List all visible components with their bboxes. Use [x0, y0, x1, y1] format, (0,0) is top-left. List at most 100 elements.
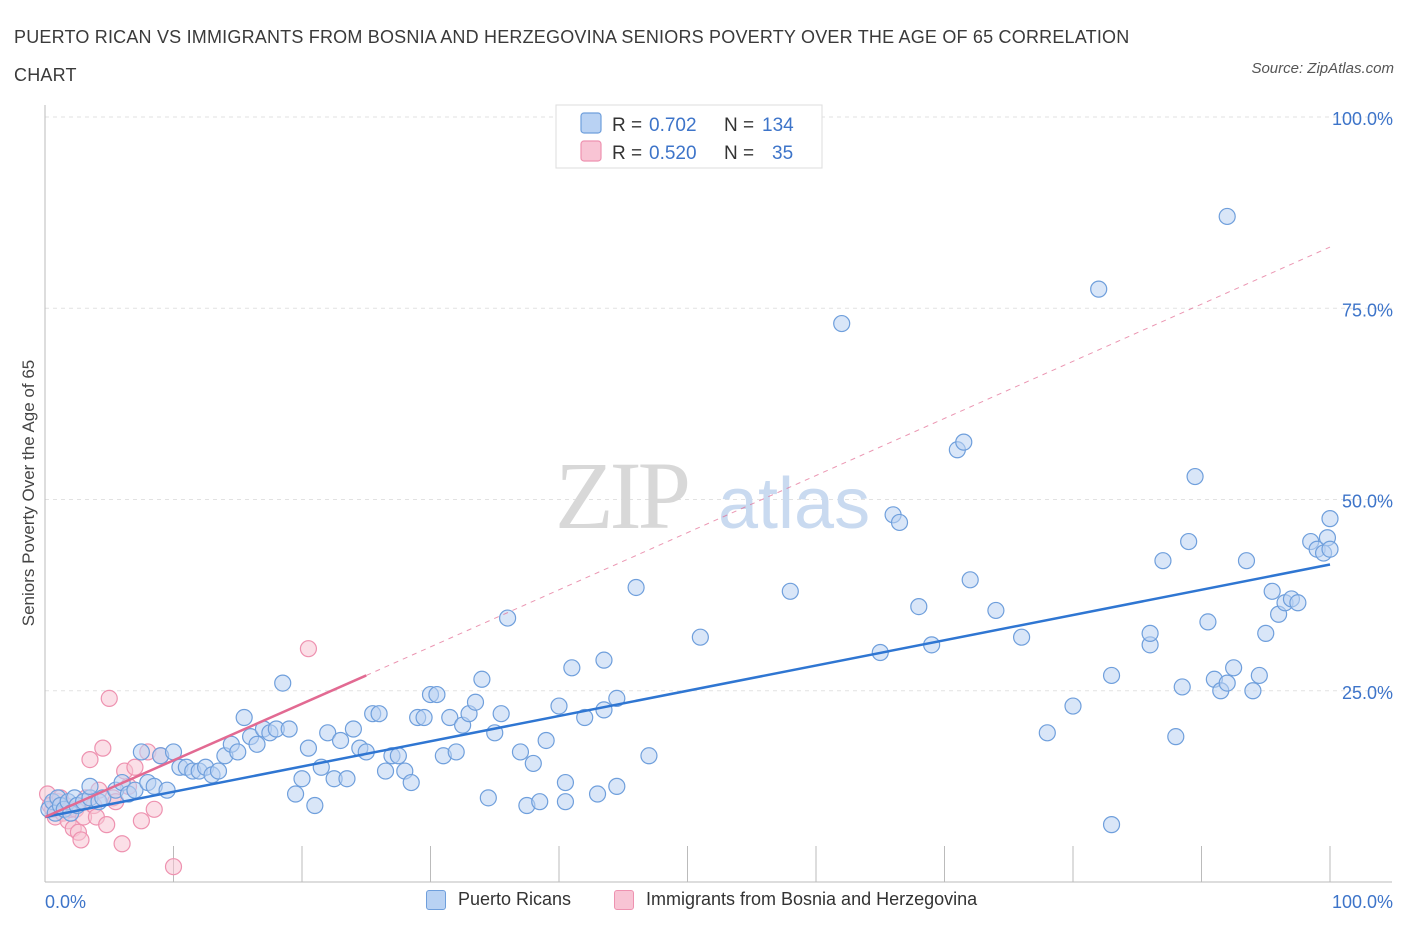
data-point-puerto-rican [556, 793, 575, 811]
data-point-puerto-rican [1321, 510, 1339, 528]
data-point-bosnia [299, 640, 318, 658]
data-point-bosnia [132, 812, 150, 830]
legend-item-bosnia: Immigrants from Bosnia and Herzegovina [614, 889, 977, 910]
data-point-puerto-rican [1012, 628, 1031, 646]
data-point-puerto-rican [280, 720, 298, 738]
data-point-puerto-rican [588, 785, 607, 803]
data-point-puerto-rican [299, 739, 318, 757]
data-point-puerto-rican [293, 770, 311, 788]
data-point-puerto-rican [389, 747, 407, 765]
data-point-puerto-rican [1244, 682, 1262, 700]
chart-source: Source: ZipAtlas.com [1251, 60, 1394, 77]
data-point-puerto-rican [229, 743, 247, 761]
chart-title: PUERTO RICAN VS IMMIGRANTS FROM BOSNIA A… [14, 27, 1130, 85]
data-point-puerto-rican [781, 582, 799, 600]
legend-swatch-bosnia [614, 889, 634, 910]
data-point-bosnia [145, 800, 163, 818]
data-point-puerto-rican [961, 571, 979, 589]
data-point-puerto-rican [235, 708, 253, 727]
data-point-puerto-rican [595, 651, 613, 669]
data-point-puerto-rican [344, 720, 362, 738]
trend-lines [44, 246, 1331, 819]
legend-label-puerto-ricans: Puerto Ricans [458, 889, 572, 909]
y-axis-label: Seniors Poverty Over the Age of 65 [19, 360, 38, 626]
data-point-puerto-rican [376, 762, 395, 780]
data-point-puerto-rican [466, 693, 485, 711]
data-point-puerto-rican [1218, 674, 1236, 692]
data-point-bosnia [113, 835, 131, 853]
data-point-puerto-rican [563, 659, 581, 677]
data-point-puerto-rican [556, 773, 575, 792]
axes [44, 105, 1392, 883]
data-point-puerto-rican [1038, 724, 1056, 742]
data-point-puerto-rican [1257, 624, 1275, 642]
data-point-puerto-rican [1263, 582, 1281, 600]
trend-line-puerto-ricans [44, 563, 1331, 819]
watermark-atlas: atlas [718, 464, 870, 544]
data-point-puerto-rican [81, 777, 99, 795]
data-point-puerto-rican [479, 789, 497, 807]
data-point-puerto-rican [511, 743, 530, 761]
legend-item-puerto-ricans: Puerto Ricans [426, 889, 571, 910]
legend-label-bosnia: Immigrants from Bosnia and Herzegovina [646, 889, 978, 909]
watermark: ZIP atlas [555, 442, 870, 549]
data-point-puerto-rican [595, 701, 613, 719]
data-point-puerto-rican [402, 773, 420, 792]
data-point-puerto-rican [955, 433, 973, 451]
data-point-puerto-rican [274, 674, 292, 692]
data-point-puerto-rican [492, 705, 510, 723]
gridlines [45, 116, 1392, 692]
data-point-puerto-rican [531, 793, 549, 811]
data-point-puerto-rican [1102, 816, 1121, 834]
y-tick-label-50: 50.0% [1342, 492, 1393, 512]
legend-n-value-2: 35 [772, 143, 793, 164]
y-tick-labels: 25.0% 50.0% 75.0% 100.0% [1332, 109, 1393, 703]
legend-r-label-1: R = [612, 115, 642, 136]
y-tick-label-25: 25.0% [1342, 683, 1393, 703]
x-tick-label-left: 0.0% [45, 892, 86, 912]
data-point-puerto-rican [441, 708, 459, 727]
data-point-bosnia [72, 831, 90, 849]
legend-r-value-2: 0.520 [649, 143, 697, 164]
series-puerto-rican-points [40, 207, 1339, 834]
data-point-puerto-rican [608, 689, 626, 708]
data-point-bosnia [100, 689, 118, 708]
data-point-puerto-rican [248, 735, 266, 753]
data-point-puerto-rican [158, 781, 176, 799]
data-point-puerto-rican [890, 513, 909, 532]
data-point-puerto-rican [1090, 280, 1108, 298]
legend-swatch-puerto-ricans [426, 889, 446, 910]
y-tick-label-100: 100.0% [1332, 109, 1393, 129]
data-point-puerto-rican [1225, 659, 1243, 677]
legend-swatch-pink [580, 140, 602, 162]
legend-r-label-2: R = [612, 143, 642, 164]
data-point-puerto-rican [1289, 594, 1307, 612]
watermark-zip: ZIP [555, 442, 688, 549]
data-point-puerto-rican [473, 670, 491, 688]
series-legend: Puerto Ricans Immigrants from Bosnia and… [0, 889, 1406, 915]
data-point-bosnia [94, 739, 112, 757]
data-point-puerto-rican [209, 762, 228, 780]
x-tick-label-right: 100.0% [1332, 892, 1393, 912]
data-point-bosnia [164, 858, 183, 876]
data-point-puerto-rican [1154, 552, 1172, 570]
data-point-puerto-rican [576, 708, 594, 727]
data-point-puerto-rican [833, 314, 851, 333]
data-point-puerto-rican [524, 754, 542, 773]
data-point-puerto-rican [1167, 728, 1185, 746]
data-point-puerto-rican [1218, 207, 1236, 226]
data-point-puerto-rican [910, 597, 928, 616]
data-point-puerto-rican [447, 743, 465, 761]
data-point-puerto-rican [370, 705, 388, 723]
data-point-puerto-rican [286, 785, 305, 803]
data-point-puerto-rican [319, 724, 337, 742]
trend-line-bosnia [44, 674, 367, 819]
data-point-bosnia [81, 750, 99, 769]
data-point-puerto-rican [1186, 467, 1204, 486]
data-point-puerto-rican [1321, 540, 1339, 558]
data-point-puerto-rican [640, 747, 658, 765]
data-point-bosnia [98, 816, 116, 834]
y-tick-label-75: 75.0% [1342, 300, 1393, 320]
data-point-puerto-rican [415, 708, 433, 727]
